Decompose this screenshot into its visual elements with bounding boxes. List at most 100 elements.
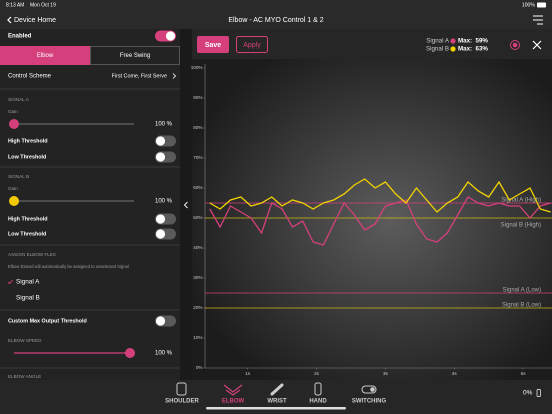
- x-tick-label: 3s: [383, 371, 389, 376]
- save-button[interactable]: [197, 36, 229, 53]
- y-tick-label: 30%: [193, 275, 202, 280]
- option-label[interactable]: Signal B: [16, 295, 40, 302]
- shoulder-icon[interactable]: [176, 382, 187, 396]
- check-mark: [7, 279, 13, 285]
- chart-area: [192, 59, 552, 380]
- toolbar: [192, 29, 552, 59]
- y-tick-label: 90%: [193, 95, 202, 100]
- status-date: Mon Oct 19: [30, 2, 56, 8]
- legend-max: Max: 59%: [458, 38, 488, 45]
- y-tick-label: 0%: [196, 365, 203, 370]
- toggle-knob: [165, 31, 176, 41]
- toggle-label: High Threshold: [8, 138, 48, 144]
- control-scheme-label: Control Scheme: [8, 74, 52, 80]
- status-battery: 100%: [522, 2, 535, 8]
- apply-label[interactable]: Apply: [243, 42, 261, 49]
- threshold-label: Signal A (Low): [503, 288, 541, 294]
- tab-label[interactable]: SHOULDER: [165, 399, 199, 405]
- gain-value: 100 %: [155, 199, 173, 205]
- chevron: [172, 73, 177, 79]
- record-button[interactable]: [510, 40, 520, 50]
- section-label: ASSIGN ELBOW FLEX: [8, 252, 56, 257]
- toggle-knob: [155, 152, 166, 162]
- back-arrow[interactable]: [7, 16, 12, 24]
- tab-elbow[interactable]: [0, 46, 90, 65]
- series-line: [209, 178, 551, 213]
- section-label: SIGNAL B: [8, 174, 29, 179]
- header-bar: [0, 0, 552, 29]
- menu-icon[interactable]: [533, 15, 543, 25]
- section-label: SIGNAL A: [8, 97, 30, 102]
- battery-icon: [537, 2, 546, 8]
- gain-label: Gain: [8, 186, 18, 191]
- toggle-knob: [155, 136, 166, 146]
- assign-note: Elbow Extend will automatically be assig…: [8, 264, 129, 269]
- chart: 0% 10% 20% 30% 40% 50% 60% 70% 80% 90% 100% 1s 2s 3s 4…: [191, 64, 552, 376]
- tab-label[interactable]: Free Swing: [120, 53, 150, 59]
- y-tick-label: 10%: [193, 335, 202, 340]
- screen-title: Elbow - AC MYO Control 1 & 2: [228, 17, 323, 24]
- toggle-knob: [155, 316, 166, 326]
- toggle-label: Custom Max Output Threshold: [8, 318, 87, 324]
- toggle-knob: [155, 229, 166, 239]
- status-time: 8:13 AM: [6, 2, 24, 8]
- wrist-icon[interactable]: [270, 383, 284, 396]
- y-tick-label: 60%: [193, 185, 202, 190]
- collapse-arrow[interactable]: [183, 201, 188, 209]
- series-line: [209, 196, 551, 246]
- home-indicator: [206, 407, 346, 410]
- section-label: ELBOW SPEED: [8, 338, 42, 343]
- hand-icon[interactable]: [314, 382, 322, 396]
- apply-button[interactable]: [236, 36, 268, 53]
- y-tick-label: 80%: [193, 125, 202, 130]
- tab-label[interactable]: HAND: [309, 399, 327, 405]
- legend-name: Signal B: [426, 46, 449, 53]
- tab-free-swing[interactable]: [90, 46, 180, 65]
- control-scheme-value[interactable]: First Come, First Serve: [112, 73, 167, 79]
- enabled-label: Enabled: [8, 34, 32, 40]
- battery-icon: [536, 389, 541, 397]
- legend-name: Signal A: [426, 38, 450, 45]
- threshold-label: Signal A (High): [501, 198, 541, 204]
- switching-icon[interactable]: [361, 385, 377, 394]
- collapse-column: [180, 29, 192, 380]
- slider-knob[interactable]: [9, 119, 19, 129]
- back-label[interactable]: Device Home: [14, 17, 56, 24]
- switching-knob: [370, 387, 375, 392]
- tab-battery: 0%: [523, 390, 533, 397]
- x-tick-label: 1s: [245, 371, 251, 376]
- x-tick-label: 5s: [521, 371, 527, 376]
- y-tick-label: 70%: [193, 155, 202, 160]
- tab-label[interactable]: Elbow: [37, 53, 54, 59]
- toggle-knob: [155, 214, 166, 224]
- slider-knob[interactable]: [9, 196, 19, 206]
- slider-knob[interactable]: [125, 348, 135, 358]
- toggle-label: Low Threshold: [8, 231, 46, 237]
- close-button[interactable]: [532, 40, 542, 50]
- section-label: ELBOW ANGLE: [8, 374, 41, 379]
- elbow-icon[interactable]: [223, 384, 243, 396]
- toggle-group: [155, 135, 176, 327]
- threshold-label: Signal B (High): [501, 223, 541, 229]
- legend-max: Max: 63%: [458, 46, 488, 53]
- gain-value: 100 %: [155, 122, 173, 128]
- option-label[interactable]: Signal A: [16, 279, 40, 286]
- tab-label[interactable]: SWITCHING: [352, 399, 387, 405]
- y-tick-label: 20%: [193, 305, 202, 310]
- enabled-toggle[interactable]: [155, 30, 176, 42]
- tab-label[interactable]: ELBOW: [222, 399, 245, 405]
- tab-label[interactable]: WRIST: [267, 399, 287, 405]
- x-tick-label: 4s: [452, 371, 458, 376]
- toggle-label: High Threshold: [8, 216, 48, 222]
- speed-value: 100 %: [155, 351, 173, 357]
- y-tick-label: 40%: [193, 245, 202, 250]
- toggle-label: Low Threshold: [8, 154, 46, 160]
- gain-label: Gain: [8, 109, 18, 114]
- legend-dot: [450, 38, 456, 44]
- legend-dot: [450, 46, 456, 52]
- save-label[interactable]: Save: [205, 42, 221, 49]
- y-tick-label: 50%: [193, 215, 202, 220]
